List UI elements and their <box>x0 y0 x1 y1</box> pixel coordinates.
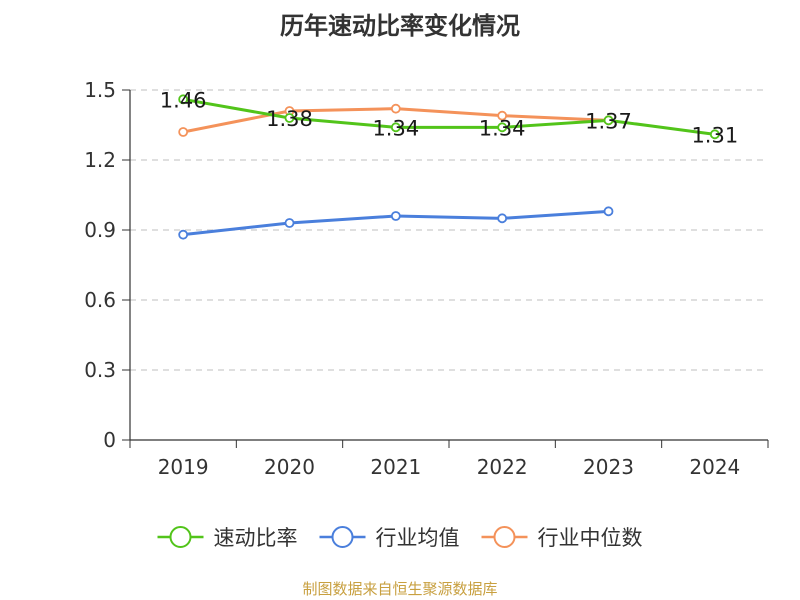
data-point <box>390 211 401 221</box>
data-point <box>178 94 189 105</box>
legend-item: 行业均值 <box>319 526 460 550</box>
axes: 0 0.3 0.6 0.9 1.2 1.5 2019 2020 2021 2022 2023 2024 <box>84 78 769 479</box>
source-note: 制图数据来自恒生聚源数据库 <box>302 580 498 598</box>
y-tick-label: 1.2 <box>84 148 116 172</box>
y-tick-label: 0 <box>103 428 116 452</box>
data-point <box>390 103 401 114</box>
data-point <box>284 218 295 228</box>
y-tick-label: 0.9 <box>84 218 116 242</box>
data-point <box>390 122 401 133</box>
data-label: 1.34 <box>479 116 526 140</box>
y-tick-label: 0.6 <box>84 288 116 312</box>
data-labels: 1.46 1.38 1.34 1.34 1.37 1.31 <box>160 88 738 147</box>
data-point <box>284 113 295 123</box>
legend-label: 行业均值 <box>376 526 460 550</box>
data-label: 1.37 <box>585 109 632 133</box>
grid-lines <box>130 89 768 371</box>
data-point <box>497 213 508 224</box>
x-tick-label: 2021 <box>370 455 421 479</box>
x-tick-label: 2019 <box>158 455 209 479</box>
legend-swatch-marker <box>331 526 354 548</box>
legend: 速动比率 行业均值 行业中位数 <box>157 526 643 550</box>
legend-item: 行业中位数 <box>481 526 643 550</box>
x-tick-label: 2023 <box>583 455 634 479</box>
data-label: 1.46 <box>160 88 207 112</box>
x-tick-label: 2022 <box>477 455 528 479</box>
data-label: 1.34 <box>372 116 419 140</box>
data-point <box>497 110 508 121</box>
series-markers <box>178 94 720 240</box>
legend-label: 行业中位数 <box>538 526 643 550</box>
series-line <box>182 97 716 136</box>
data-point <box>178 127 189 137</box>
data-point <box>709 129 720 140</box>
data-point <box>603 206 614 217</box>
series-lines <box>182 97 716 237</box>
legend-label: 速动比率 <box>214 526 298 550</box>
legend-item: 速动比率 <box>157 526 298 550</box>
y-tick-label: 1.5 <box>84 78 116 102</box>
data-point <box>603 115 614 126</box>
data-label: 1.38 <box>266 107 313 131</box>
data-point <box>497 122 508 133</box>
chart-title: 历年速动比率变化情况 <box>280 12 520 40</box>
y-tick-label: 0.3 <box>84 358 116 382</box>
x-tick-label: 2024 <box>689 455 740 479</box>
legend-swatch-marker <box>169 526 192 548</box>
x-tick-label: 2020 <box>264 455 315 479</box>
legend-swatch-marker <box>493 526 516 548</box>
data-label: 1.31 <box>691 123 738 147</box>
data-point <box>178 229 189 240</box>
